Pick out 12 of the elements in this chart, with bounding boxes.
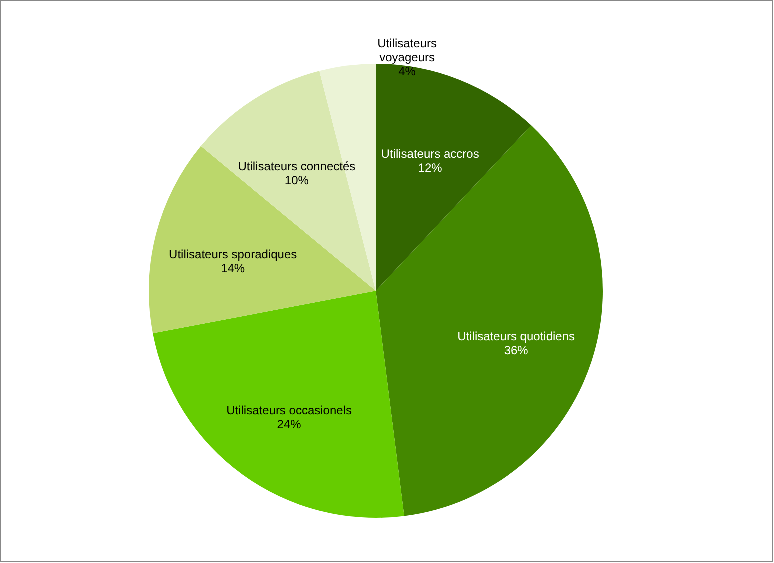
slice-label: Utilisateurs quotidiens bbox=[458, 330, 576, 344]
slice-label: Utilisateurs occasionels bbox=[226, 403, 352, 418]
data-label: 36% bbox=[504, 344, 529, 358]
slice-label: Utilisateurs sporadiques bbox=[169, 247, 298, 262]
data-label: 14% bbox=[221, 261, 246, 276]
data-label: 12% bbox=[418, 160, 443, 175]
data-label: 10% bbox=[284, 173, 310, 188]
data-label: 24% bbox=[277, 417, 302, 432]
slice-label: Utilisateurs accros bbox=[381, 146, 480, 161]
slice-label: Utilisateurs voyageurs bbox=[378, 36, 437, 64]
slice-label: Utilisateurs connectés bbox=[238, 159, 356, 174]
data-label: 4% bbox=[398, 64, 416, 78]
